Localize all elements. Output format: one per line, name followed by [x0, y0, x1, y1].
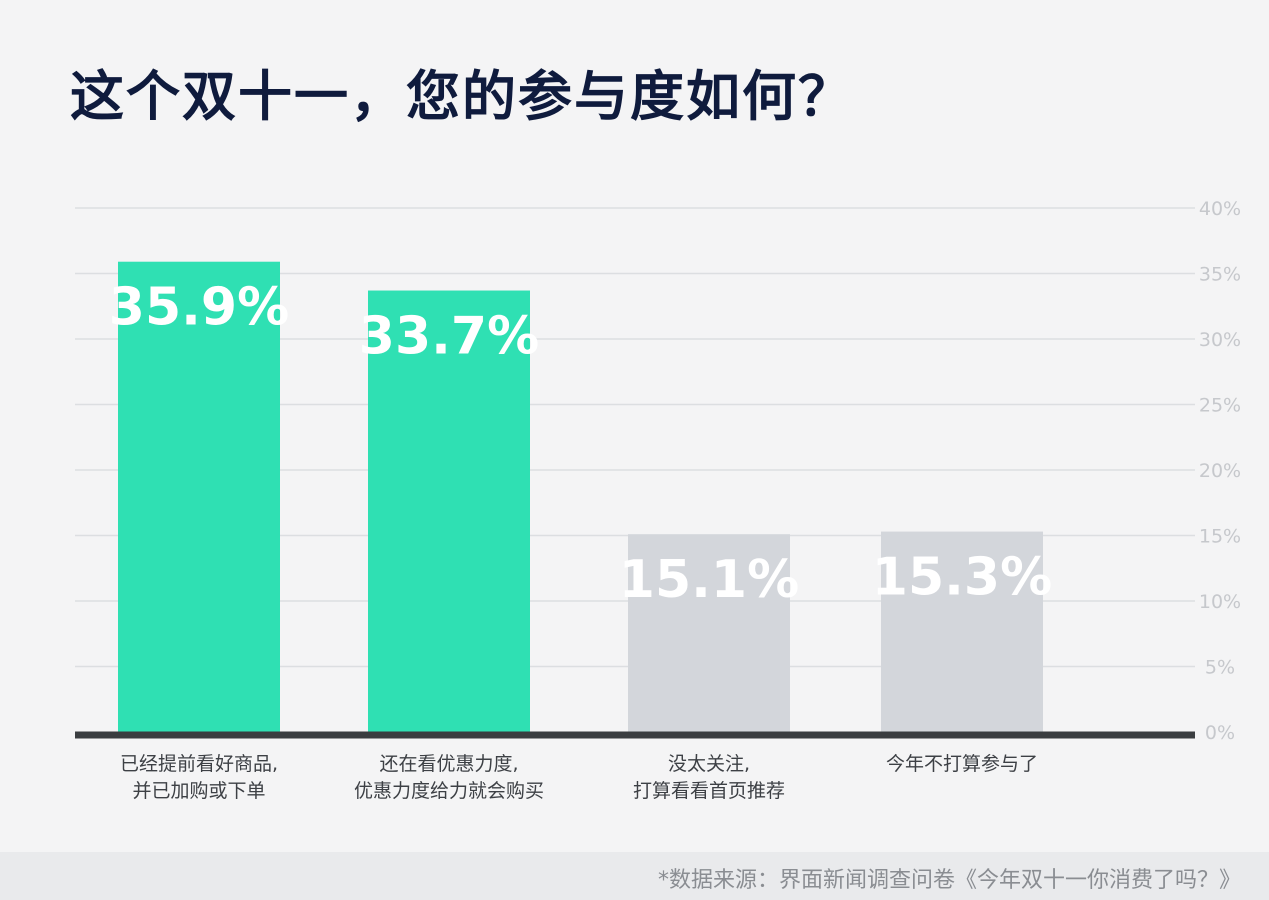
bar-value-label: 15.1% — [619, 550, 799, 610]
bar-chart: 0% 5% 10% 15% 20% 25% 30% 35% 40% 35.9% 已经提前看好商品, 并… — [75, 198, 1241, 802]
y-tick-label: 10% — [1199, 591, 1241, 613]
bar — [881, 531, 1043, 732]
y-tick-label: 25% — [1199, 395, 1241, 417]
bar-value-label: 35.9% — [109, 278, 289, 338]
bar-value-label: 33.7% — [359, 307, 539, 367]
x-category-label: 优惠力度给力就会购买 — [354, 780, 544, 802]
y-tick-label: 40% — [1199, 198, 1241, 220]
x-category-label: 打算看看首页推荐 — [633, 780, 785, 802]
y-tick-label: 5% — [1205, 657, 1235, 679]
bar — [368, 290, 530, 732]
x-category-label: 没太关注, — [668, 753, 750, 775]
bar-value-label: 15.3% — [872, 548, 1052, 608]
footer: *数据来源：界面新闻调查问卷《今年双十一你消费了吗？》 — [0, 852, 1269, 900]
y-tick-label: 15% — [1199, 526, 1241, 548]
x-category-label: 还在看优惠力度, — [379, 753, 518, 775]
bar — [118, 261, 280, 732]
chart-title: 这个双十一，您的参与度如何？ — [70, 65, 854, 128]
data-source: *数据来源：界面新闻调查问卷《今年双十一你消费了吗？》 — [657, 868, 1241, 893]
y-tick-label: 20% — [1199, 460, 1241, 482]
y-tick-label: 35% — [1199, 264, 1241, 286]
y-tick-label: 0% — [1205, 722, 1235, 744]
bar — [628, 534, 790, 732]
x-category-label: 并已加购或下单 — [132, 780, 265, 802]
x-category-label: 今年不打算参与了 — [886, 753, 1038, 775]
y-tick-label: 30% — [1199, 329, 1241, 351]
x-category-label: 已经提前看好商品, — [120, 753, 278, 775]
